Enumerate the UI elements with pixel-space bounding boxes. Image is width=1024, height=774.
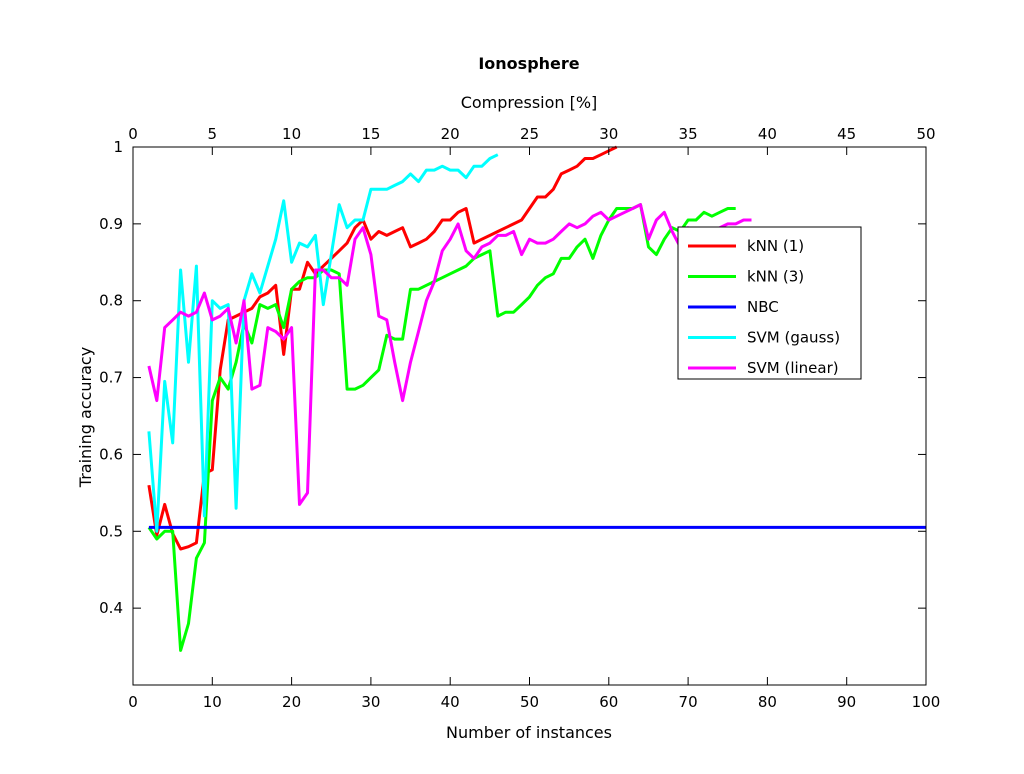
x-axis-label: Number of instances xyxy=(446,723,612,742)
x-tick-label: 30 xyxy=(361,693,380,711)
top-tick-label: 40 xyxy=(758,125,777,143)
legend-box xyxy=(677,226,862,380)
series-layer xyxy=(147,145,926,652)
y-tick-label: 1 xyxy=(113,138,123,156)
x-tick-label: 80 xyxy=(758,693,777,711)
y-axis-label: Training accuracy xyxy=(76,347,95,488)
legend-label: kNN (1) xyxy=(747,237,804,255)
top-tick-label: 15 xyxy=(361,125,380,143)
x-tick-label: 50 xyxy=(520,693,539,711)
x-tick-label: 100 xyxy=(912,693,941,711)
y-tick-label: 0.7 xyxy=(99,369,123,387)
y-tick-label: 0.8 xyxy=(99,292,123,310)
top-tick-label: 45 xyxy=(837,125,856,143)
y-tick-label: 0.4 xyxy=(99,599,123,617)
legend-label: NBC xyxy=(747,298,779,316)
legend: kNN (1) kNN (3) NBC SVM (gauss) SVM (linear) xyxy=(677,226,862,380)
legend-label: SVM (linear) xyxy=(747,359,839,377)
y-tick-label: 0.5 xyxy=(99,522,123,540)
series-line-svm-linear xyxy=(147,203,752,506)
top-tick-label: 10 xyxy=(282,125,301,143)
legend-label: kNN (3) xyxy=(747,268,804,286)
x-tick-label: 10 xyxy=(203,693,222,711)
y-tick-label: 0.9 xyxy=(99,215,123,233)
x-tick-label: 70 xyxy=(679,693,698,711)
top-tick-label: 25 xyxy=(520,125,539,143)
top-tick-label: 30 xyxy=(599,125,618,143)
top-tick-label: 20 xyxy=(441,125,460,143)
tick-layer: 0 10 20 30 40 50 60 70 80 90 100 0 5 10 15 20 25 30 35 40 45… xyxy=(99,125,940,711)
legend-label: SVM (gauss) xyxy=(747,329,840,347)
y-tick-label: 0.6 xyxy=(99,445,123,463)
legend-items: kNN (1) kNN (3) NBC SVM (gauss) SVM (linear) xyxy=(688,237,840,377)
x-tick-label: 40 xyxy=(441,693,460,711)
x-tick-label: 20 xyxy=(282,693,301,711)
top-tick-label: 0 xyxy=(128,125,138,143)
plot-frame xyxy=(132,146,927,686)
x-tick-label: 60 xyxy=(599,693,618,711)
x-tick-label: 90 xyxy=(837,693,856,711)
top-tick-label: 35 xyxy=(679,125,698,143)
series-line-svm-gauss xyxy=(147,153,499,533)
top-tick-label: 50 xyxy=(916,125,935,143)
top-tick-label: 5 xyxy=(208,125,218,143)
series-line-knn-1 xyxy=(147,145,618,551)
top-axis-label: Compression [%] xyxy=(461,93,598,112)
x-tick-label: 0 xyxy=(128,693,138,711)
chart-title: Ionosphere xyxy=(478,54,579,73)
